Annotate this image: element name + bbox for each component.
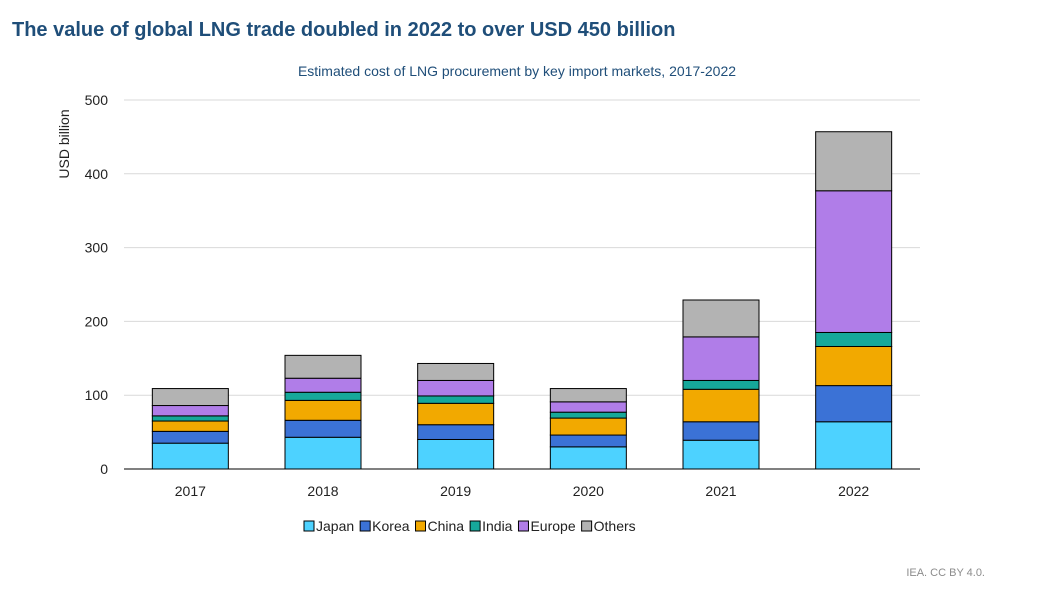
- bar-segment: [151, 442, 229, 470]
- y-tick-label: 300: [85, 240, 109, 256]
- legend-label: China: [428, 518, 465, 534]
- bar-segment: [549, 417, 627, 436]
- y-tick-label: 100: [85, 387, 109, 403]
- bar-segment: [417, 402, 495, 426]
- bar-segment: [815, 331, 893, 347]
- legend-item: Japan: [303, 518, 354, 534]
- bar-segment: [284, 377, 362, 393]
- x-tick-label: 2020: [573, 483, 604, 499]
- bar-segment: [417, 395, 495, 404]
- bar-segment: [151, 388, 229, 407]
- bar-segment: [284, 399, 362, 421]
- bar-segment: [815, 421, 893, 470]
- legend: Japan Korea China India Europe Others: [303, 518, 636, 534]
- bar-segment: [417, 438, 495, 470]
- x-tick-label: 2017: [175, 483, 206, 499]
- bar-segment: [417, 424, 495, 440]
- bar-segment: [815, 190, 893, 333]
- legend-item: China: [415, 518, 465, 534]
- y-tick-label: 400: [85, 166, 109, 182]
- legend-label: Others: [594, 518, 636, 534]
- bar-segment: [682, 421, 760, 441]
- bar-segment: [682, 336, 760, 381]
- page-headline: The value of global LNG trade doubled in…: [12, 19, 676, 41]
- legend-swatch: [415, 520, 427, 532]
- x-tick-label: 2019: [440, 483, 471, 499]
- bars: [151, 131, 893, 470]
- legend-swatch: [359, 520, 371, 532]
- legend-item: Korea: [359, 518, 410, 534]
- legend-item: India: [469, 518, 513, 534]
- gridlines: [124, 99, 920, 396]
- bar-segment: [682, 299, 760, 338]
- legend-label: India: [482, 518, 513, 534]
- y-tick-label: 200: [85, 313, 109, 329]
- bar-segment: [284, 419, 362, 438]
- legend-label: Korea: [372, 518, 410, 534]
- legend-swatch: [581, 520, 593, 532]
- legend-label: Europe: [530, 518, 575, 534]
- credit-text: IEA. CC BY 4.0.: [906, 567, 985, 579]
- bar-segment: [815, 385, 893, 423]
- bar-segment: [284, 391, 362, 401]
- legend-label: Japan: [316, 518, 354, 534]
- y-axis-label: USD billion: [56, 109, 72, 178]
- x-tick-label: 2022: [838, 483, 869, 499]
- bar-segment: [682, 379, 760, 390]
- bar-segment: [284, 436, 362, 470]
- bar-segment: [284, 354, 362, 379]
- bar-segment: [682, 388, 760, 423]
- chart-title: Estimated cost of LNG procurement by key…: [298, 63, 736, 79]
- bar-segment: [151, 420, 229, 432]
- x-tick-label: 2018: [307, 483, 338, 499]
- bar-segment: [549, 411, 627, 419]
- y-axis-ticks: 0 100 200 300 400 500: [85, 92, 109, 477]
- bar-segment: [151, 405, 229, 417]
- x-tick-label: 2021: [705, 483, 736, 499]
- legend-item: Others: [581, 518, 636, 534]
- y-tick-label: 0: [100, 461, 108, 477]
- bar-segment: [151, 415, 229, 422]
- x-axis-ticks: 2017 2018 2019 2020 2021 2022: [124, 468, 920, 499]
- legend-swatch: [469, 520, 481, 532]
- legend-item: Europe: [517, 518, 576, 534]
- bar-segment: [417, 379, 495, 397]
- legend-swatch: [517, 520, 529, 532]
- bar-segment: [549, 401, 627, 413]
- legend-swatch: [303, 520, 315, 532]
- bar-segment: [682, 439, 760, 470]
- bar-segment: [549, 388, 627, 403]
- bar-segment: [417, 362, 495, 381]
- bar-segment: [815, 131, 893, 192]
- y-tick-label: 500: [85, 92, 109, 108]
- bar-segment: [549, 446, 627, 470]
- bar-segment: [815, 345, 893, 387]
- bar-segment: [549, 434, 627, 448]
- bar-segment: [151, 430, 229, 444]
